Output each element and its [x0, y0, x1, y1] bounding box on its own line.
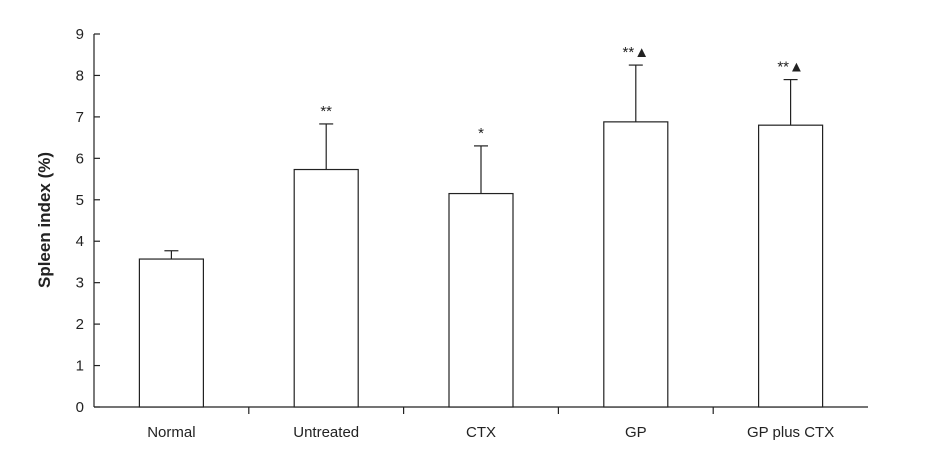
- x-tick-label: GP plus CTX: [747, 424, 834, 441]
- y-tick-label: 6: [76, 150, 84, 167]
- x-tick-label: CTX: [466, 424, 496, 441]
- bars: [138, 64, 824, 408]
- significance-label: **▲: [777, 59, 804, 76]
- x-tick-label: Untreated: [293, 424, 359, 441]
- y-tick-label: 1: [76, 358, 84, 375]
- bar-untreated: [293, 168, 359, 408]
- y-tick-label: 2: [76, 316, 84, 333]
- significance-label: *: [478, 125, 484, 142]
- bar-ctx: [448, 192, 514, 408]
- y-tick-label: 9: [76, 26, 84, 43]
- significance-label: **: [320, 103, 332, 120]
- labels: Normal ** Untreated * CTX **▲ GP **▲ GP plus CTX: [147, 44, 834, 441]
- x-tick-label: GP: [625, 424, 647, 441]
- y-tick-label: 5: [76, 192, 84, 209]
- y-tick-label: 3: [76, 275, 84, 292]
- y-tick-label: 7: [76, 109, 84, 126]
- x-tick-label: Normal: [147, 424, 195, 441]
- axes: 0 1 2 3 4 5 6 7 8 9: [76, 26, 868, 416]
- significance-label: **▲: [623, 44, 650, 61]
- y-tick-label: 4: [76, 233, 84, 250]
- bar-gp: [603, 121, 669, 408]
- y-tick-label: 8: [76, 67, 84, 84]
- y-axis-label: Spleen index (%): [35, 152, 54, 288]
- y-tick-label: 0: [76, 399, 84, 416]
- bar-normal: [138, 258, 204, 408]
- bar-gp-plus-ctx: [757, 124, 824, 408]
